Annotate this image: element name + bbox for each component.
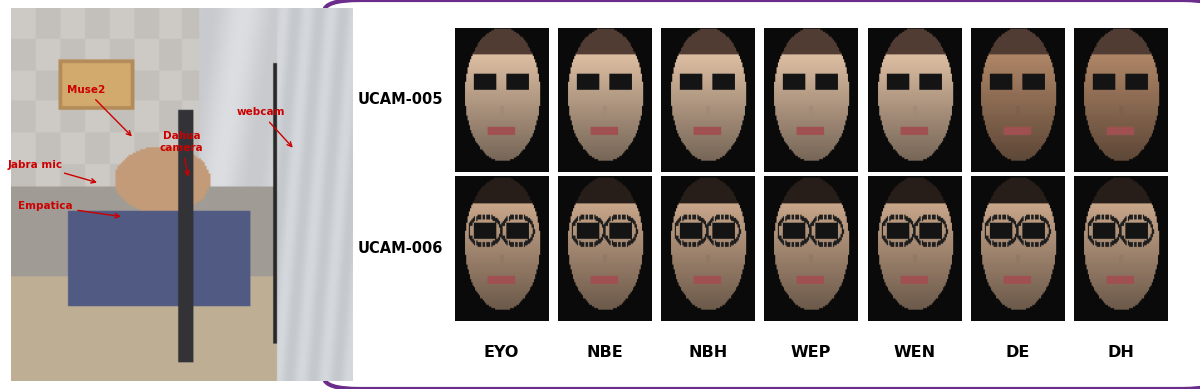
Text: WEN: WEN [893, 345, 936, 359]
Text: EYO: EYO [484, 345, 520, 359]
FancyBboxPatch shape [324, 0, 1200, 389]
Text: Jabra mic: Jabra mic [7, 159, 96, 183]
Text: UCAM-005: UCAM-005 [358, 92, 443, 107]
Text: UCAM-006: UCAM-006 [358, 241, 443, 256]
Text: WEP: WEP [791, 345, 832, 359]
Text: DE: DE [1006, 345, 1030, 359]
Text: webcam: webcam [236, 107, 292, 147]
Text: NBH: NBH [689, 345, 727, 359]
Text: Dahua
camera: Dahua camera [160, 131, 204, 175]
Text: Muse2: Muse2 [67, 85, 131, 135]
Text: Empatica: Empatica [18, 201, 119, 218]
Text: NBE: NBE [587, 345, 623, 359]
Text: DH: DH [1108, 345, 1134, 359]
